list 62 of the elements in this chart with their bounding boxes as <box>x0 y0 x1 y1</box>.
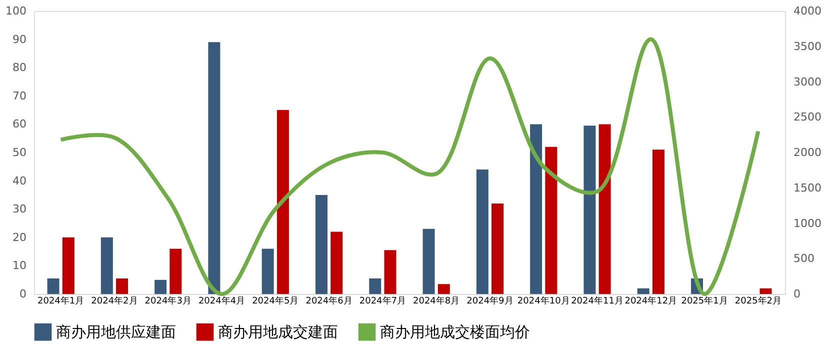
x-tick-label: 2024年6月 <box>306 296 352 306</box>
bar <box>584 126 596 294</box>
bar <box>530 124 542 294</box>
y2-tick-label: 4000 <box>794 4 822 18</box>
legend-label: 商办用地成交楼面均价 <box>380 323 530 342</box>
bar <box>100 237 113 294</box>
bar <box>492 203 504 294</box>
y2-tick-label: 2000 <box>794 146 822 159</box>
y2-tick-label: 2500 <box>794 110 822 124</box>
y-tick-label: 30 <box>12 202 26 216</box>
bar <box>369 278 382 294</box>
x-tick-label: 2024年12月 <box>624 296 678 306</box>
bar <box>154 280 167 294</box>
bar <box>760 288 772 294</box>
y-tick-label: 100 <box>6 4 26 18</box>
bar <box>170 248 182 294</box>
y-tick-label: 80 <box>12 61 26 74</box>
bar <box>438 284 450 294</box>
bar <box>276 110 289 294</box>
bar <box>330 232 343 294</box>
x-tick-label: 2025年1月 <box>681 296 728 306</box>
y-tick-label: 70 <box>12 89 26 102</box>
y2-tick-label: 1000 <box>794 216 822 230</box>
y-tick-label: 90 <box>12 32 26 46</box>
x-tick-label: 2024年4月 <box>198 296 246 306</box>
x-tick-label: 2025年2月 <box>734 296 782 306</box>
x-tick-label: 2024年9月 <box>466 296 514 306</box>
x-tick-label: 2024年3月 <box>144 296 192 306</box>
bar <box>637 288 650 294</box>
y-tick-label: 20 <box>12 230 26 244</box>
x-tick-label: 2024年2月 <box>91 296 138 306</box>
y-tick-label: 0 <box>20 288 26 300</box>
bar <box>262 248 274 294</box>
x-tick-label: 2024年11月 <box>571 296 624 306</box>
bar <box>47 278 60 294</box>
bar <box>476 169 488 294</box>
x-tick-label: 2024年7月 <box>359 296 406 306</box>
y-tick-label: 60 <box>12 118 26 131</box>
bar <box>652 150 664 294</box>
legend-label: 商办用地成交建面 <box>218 323 338 342</box>
x-tick-label: 2024年8月 <box>413 296 460 306</box>
x-tick-label: 2024年5月 <box>252 296 299 306</box>
bar <box>422 228 435 294</box>
y2-tick-label: 3500 <box>794 40 822 53</box>
bar <box>598 124 611 294</box>
y2-tick-label: 1500 <box>794 181 822 194</box>
bar <box>315 194 328 294</box>
legend-label: 商办用地供应建面 <box>56 323 176 342</box>
bar <box>545 146 558 294</box>
x-tick-label: 2024年1月 <box>38 296 84 306</box>
line-series <box>58 37 760 296</box>
bar <box>62 237 74 294</box>
y-tick-label: 50 <box>12 146 26 159</box>
y-tick-label: 10 <box>12 259 26 272</box>
bar <box>208 42 220 294</box>
y2-tick-label: 0 <box>794 288 800 300</box>
y-tick-label: 40 <box>12 174 26 188</box>
y2-tick-label: 500 <box>794 252 814 266</box>
y2-tick-label: 3000 <box>794 75 822 88</box>
bar <box>384 250 396 294</box>
bar <box>116 278 128 294</box>
x-tick-label: 2024年10月 <box>517 296 570 306</box>
